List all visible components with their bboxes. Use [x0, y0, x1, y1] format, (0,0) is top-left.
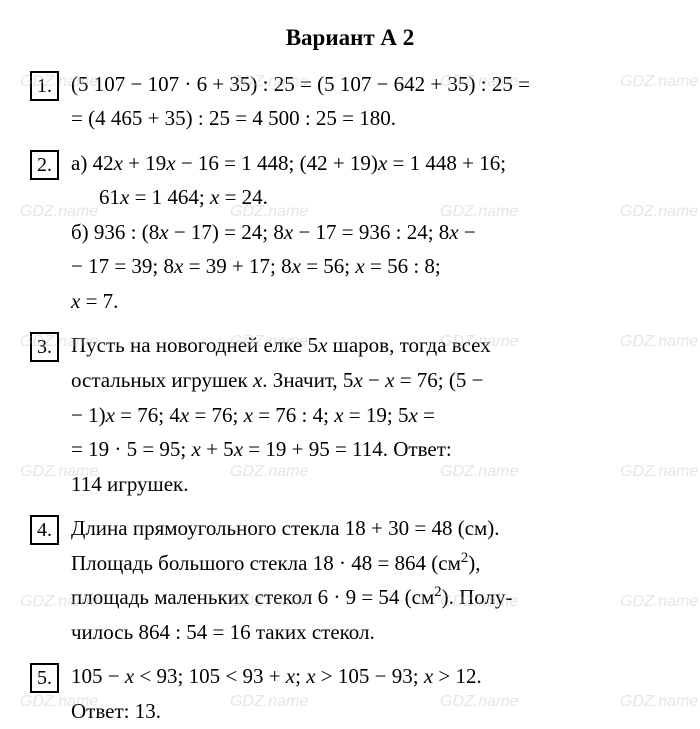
problem-text: = 19 · 5 = 95; x + 5x = 19 + 95 = 114. О…	[71, 433, 670, 466]
problem-body: Пусть на новогодней елке 5x шаров, тогда…	[71, 329, 670, 502]
problem-text: − 1)x = 76; 4x = 76; x = 76 : 4; x = 19;…	[71, 399, 670, 432]
problem-number: 5.	[30, 663, 59, 693]
problem-text: 61x = 1 464; x = 24.	[71, 181, 670, 214]
problem-text: Ответ: 13.	[71, 695, 670, 728]
problem-text: − 17 = 39; 8x = 39 + 17; 8x = 56; x = 56…	[71, 250, 670, 283]
problem-4: 4. Длина прямоугольного стекла 18 + 30 =…	[30, 512, 670, 650]
problem-text: Пусть на новогодней елке 5x шаров, тогда…	[71, 329, 670, 362]
problem-number: 1.	[30, 71, 59, 101]
problem-text: остальных игрушек x. Значит, 5x − x = 76…	[71, 364, 670, 397]
problem-3: 3. Пусть на новогодней елке 5x шаров, то…	[30, 329, 670, 502]
problem-text: а) 42x + 19x − 16 = 1 448; (42 + 19)x = …	[71, 147, 670, 180]
problem-text: б) 936 : (8x − 17) = 24; 8x − 17 = 936 :…	[71, 216, 670, 249]
problem-number: 2.	[30, 150, 59, 180]
variant-title: Вариант А 2	[30, 20, 670, 56]
problem-text: Площадь большого стекла 18 · 48 = 864 (с…	[71, 547, 670, 580]
problem-text: чилось 864 : 54 = 16 таких стекол.	[71, 616, 670, 649]
problem-text: 114 игрушек.	[71, 468, 670, 501]
problem-1: 1. (5 107 − 107 · 6 + 35) : 25 = (5 107 …	[30, 68, 670, 137]
problem-text: (5 107 − 107 · 6 + 35) : 25 = (5 107 − 6…	[71, 68, 670, 101]
problem-number: 4.	[30, 515, 59, 545]
problem-text: площадь маленьких стекол 6 · 9 = 54 (см2…	[71, 581, 670, 614]
problem-text: = (4 465 + 35) : 25 = 4 500 : 25 = 180.	[71, 102, 670, 135]
problem-text: 105 − x < 93; 105 < 93 + x; x > 105 − 93…	[71, 660, 670, 693]
problem-2: 2. а) 42x + 19x − 16 = 1 448; (42 + 19)x…	[30, 147, 670, 320]
problem-text: x = 7.	[71, 285, 670, 318]
problem-number: 3.	[30, 332, 59, 362]
problem-body: Длина прямоугольного стекла 18 + 30 = 48…	[71, 512, 670, 650]
problem-body: (5 107 − 107 · 6 + 35) : 25 = (5 107 − 6…	[71, 68, 670, 137]
problem-body: 105 − x < 93; 105 < 93 + x; x > 105 − 93…	[71, 660, 670, 729]
problem-body: а) 42x + 19x − 16 = 1 448; (42 + 19)x = …	[71, 147, 670, 320]
problem-5: 5. 105 − x < 93; 105 < 93 + x; x > 105 −…	[30, 660, 670, 729]
problem-text: Длина прямоугольного стекла 18 + 30 = 48…	[71, 512, 670, 545]
